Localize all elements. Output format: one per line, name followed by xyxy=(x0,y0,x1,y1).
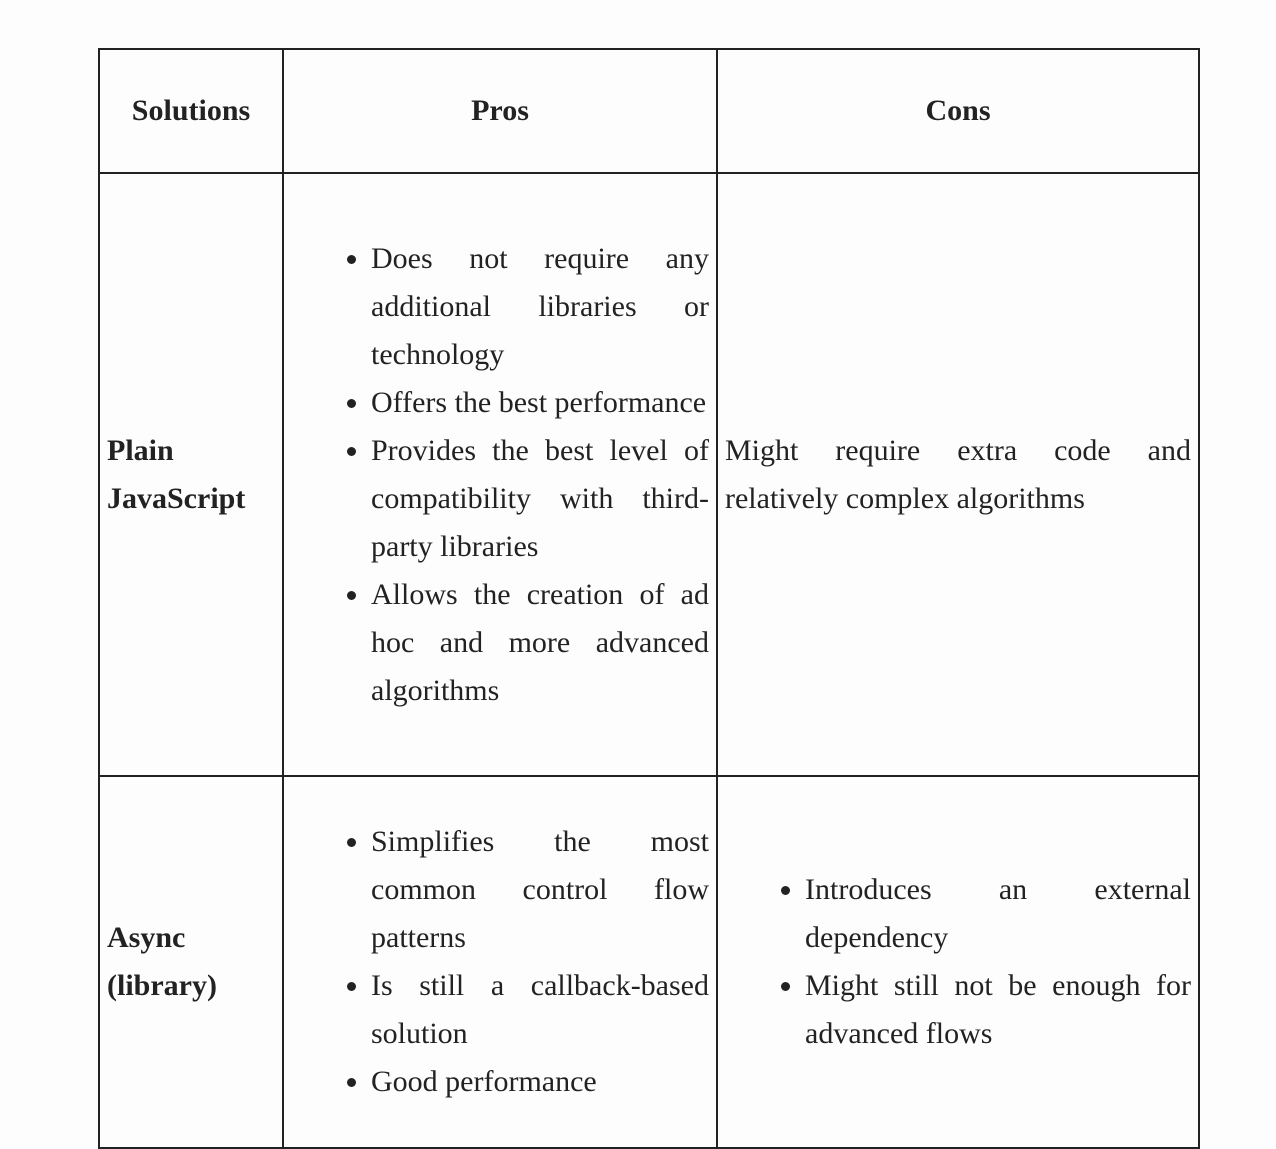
list-item: Does not require any additional librarie… xyxy=(371,235,709,379)
list-item: Introduces an external dependency xyxy=(805,866,1191,962)
cons-cell: Might require extra code and relatively … xyxy=(716,172,1200,777)
row: Plain JavaScript Does not require any ad… xyxy=(98,172,1200,777)
solution-cell: Plain JavaScript xyxy=(98,172,284,777)
pros-cell: Does not require any additional librarie… xyxy=(282,172,718,777)
pros-cell: Simplifies the most common control flow … xyxy=(282,775,718,1149)
pros-list: Does not require any additional librarie… xyxy=(291,235,709,715)
header-cell: Cons xyxy=(716,48,1200,174)
header-row: Solutions Pros Cons xyxy=(98,48,1200,174)
row: Async (library) Simplifies the most comm… xyxy=(98,775,1200,1149)
list-item: Allows the creation of ad hoc and more a… xyxy=(371,571,709,715)
list-item: Is still a callback-based solution xyxy=(371,962,709,1058)
cons-list: Introduces an external dependencyMight s… xyxy=(725,866,1191,1058)
comparison-table: Solutions Pros Cons Plain JavaScript Doe… xyxy=(98,48,1200,1149)
list-item: Simplifies the most common control flow … xyxy=(371,818,709,962)
list-item: Provides the best level of compatibility… xyxy=(371,427,709,571)
page: Solutions Pros Cons Plain JavaScript Doe… xyxy=(0,0,1276,1116)
pros-list: Simplifies the most common control flow … xyxy=(291,818,709,1106)
cons-cell: Introduces an external dependencyMight s… xyxy=(716,775,1200,1149)
solution-cell: Async (library) xyxy=(98,775,284,1149)
header-cell: Solutions xyxy=(98,48,284,174)
list-item: Good performance xyxy=(371,1058,709,1106)
list-item: Offers the best performance xyxy=(371,379,709,427)
header-cell: Pros xyxy=(282,48,718,174)
list-item: Might still not be enough for advanced f… xyxy=(805,962,1191,1058)
